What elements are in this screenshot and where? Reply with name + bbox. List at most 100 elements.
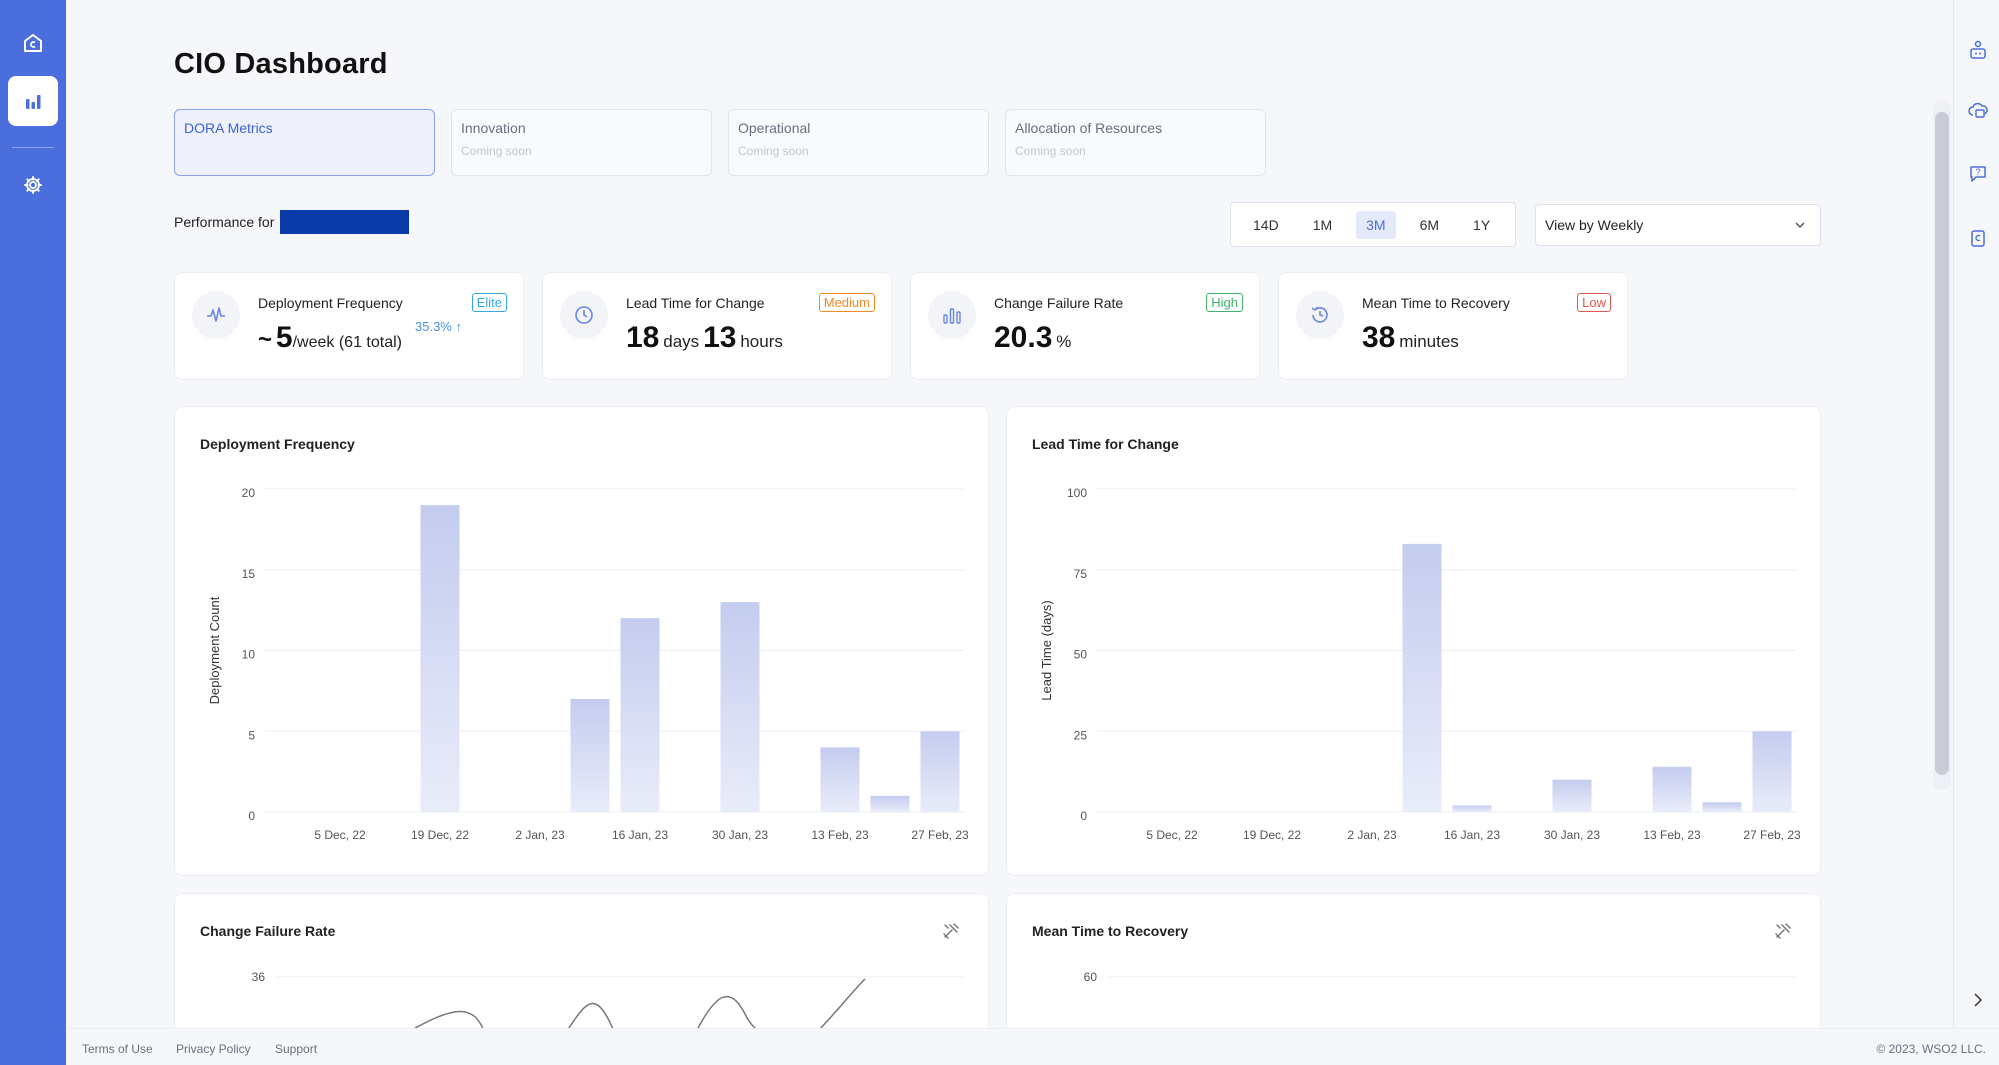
failure-rate-line: [406, 978, 866, 1032]
bar: [620, 618, 660, 812]
copyright: © 2023, WSO2 LLC.: [1876, 1042, 1986, 1056]
tab-innovation[interactable]: Innovation Coming soon: [451, 109, 712, 176]
expand-rail-button[interactable]: [1966, 988, 1990, 1012]
range-option-3m[interactable]: 3M: [1356, 210, 1396, 239]
trend-indicator: 35.3% ↑: [415, 319, 462, 334]
tab-operational[interactable]: Operational Coming soon: [728, 109, 989, 176]
chevron-right-icon: [1974, 993, 1983, 1007]
change-failure-rate-card: Change Failure Rate High 20.3 %: [910, 272, 1260, 380]
bar: [1702, 802, 1742, 812]
rail-docs-button[interactable]: [1966, 226, 1990, 250]
rail-help-button[interactable]: ?: [1966, 162, 1990, 186]
trend-value: 35.3%: [415, 319, 452, 334]
failure-rate-value: 20.3: [994, 321, 1053, 354]
metric-value: 38 minutes: [1362, 321, 1459, 355]
svg-text:?: ?: [1975, 167, 1980, 177]
support-link[interactable]: Support: [275, 1042, 318, 1056]
y-tick-label: 60: [1084, 970, 1098, 984]
lead-time-card: Lead Time for Change Medium 18 days 13 h…: [542, 272, 892, 380]
y-tick-label: 25: [1074, 728, 1088, 742]
y-axis-label: Deployment Count: [207, 596, 222, 704]
chevron-down-icon: [1795, 222, 1805, 229]
metric-value: 20.3 %: [994, 321, 1071, 355]
tab-label: DORA Metrics: [184, 120, 273, 136]
y-tick-label: 10: [242, 648, 256, 662]
bar-chart-icon: [26, 95, 41, 109]
privacy-link[interactable]: Privacy Policy: [176, 1042, 251, 1056]
rail-bot-button[interactable]: [1966, 38, 1990, 62]
tab-label: Allocation of Resources: [1015, 120, 1163, 136]
tab-sublabel: Coming soon: [461, 144, 532, 158]
tools-icon[interactable]: [1774, 922, 1792, 940]
days-unit: days: [663, 332, 700, 351]
x-tick-label: 16 Jan, 23: [1444, 828, 1500, 842]
lead-time-chart: 0 25 50 75 100 Lead Time (days) 5 Dec, 22 19 De…: [1039, 486, 1801, 842]
bar: [820, 747, 860, 812]
y-tick-label: 100: [1067, 486, 1087, 500]
metric-label: Change Failure Rate: [994, 295, 1124, 311]
clock-icon: [560, 291, 608, 339]
performance-badge: High: [1206, 293, 1243, 312]
tab-label: Innovation: [461, 120, 526, 136]
bar: [870, 795, 910, 812]
x-tick-label: 13 Feb, 23: [1643, 828, 1701, 842]
bar: [720, 602, 760, 812]
range-option-6m[interactable]: 6M: [1419, 216, 1440, 233]
category-tabs: DORA Metrics Innovation Coming soon Oper…: [174, 109, 1266, 176]
metric-label: Lead Time for Change: [626, 295, 765, 311]
x-tick-label: 27 Feb, 23: [1743, 828, 1801, 842]
deployment-unit: /week (61 total): [292, 334, 402, 351]
bar-chart-icon: [928, 291, 976, 339]
bar: [420, 505, 460, 812]
home-nav-button[interactable]: [8, 18, 58, 68]
help-chat-icon: ?: [1970, 166, 1986, 182]
bar: [1552, 779, 1592, 812]
change-failure-rate-panel: Change Failure Rate 36: [174, 893, 989, 1033]
terms-link[interactable]: Terms of Use: [82, 1042, 153, 1056]
mean-time-recovery-panel: Mean Time to Recovery 60: [1006, 893, 1821, 1033]
bar: [920, 731, 960, 812]
gear-icon: [24, 176, 42, 194]
bar: [1652, 766, 1692, 812]
bar: [1402, 543, 1442, 812]
view-by-dropdown[interactable]: View by Weekly: [1535, 204, 1821, 246]
redacted-team-selector[interactable]: [280, 210, 410, 234]
x-tick-label: 5 Dec, 22: [314, 828, 366, 842]
metric-value: ~ 5/week (61 total): [258, 321, 402, 355]
range-option-14d[interactable]: 14D: [1253, 216, 1279, 233]
x-tick-label: 19 Dec, 22: [411, 828, 469, 842]
x-tick-label: 13 Feb, 23: [811, 828, 869, 842]
range-option-1m[interactable]: 1M: [1312, 216, 1333, 233]
x-tick-label: 16 Jan, 23: [612, 828, 668, 842]
bar: [1752, 731, 1792, 812]
recovery-value: 38: [1362, 321, 1396, 354]
bar: [570, 698, 610, 812]
x-tick-label: 30 Jan, 23: [1544, 828, 1600, 842]
y-tick-label: 5: [248, 728, 255, 742]
y-tick-label: 20: [242, 486, 256, 500]
arrow-up-icon: ↑: [455, 319, 463, 334]
y-tick-label: 0: [1080, 809, 1087, 823]
right-rail: ?: [1953, 0, 1999, 1065]
performance-label: Performance for: [174, 214, 275, 230]
tab-sublabel: Coming soon: [738, 144, 809, 158]
settings-nav-button[interactable]: [8, 160, 58, 210]
mean-time-recovery-chart: 60: [1084, 970, 1797, 984]
rail-cloud-button[interactable]: [1966, 98, 1990, 122]
left-sidebar: [0, 0, 66, 1065]
scrollbar-thumb[interactable]: [1935, 112, 1949, 775]
range-option-1y[interactable]: 1Y: [1473, 216, 1491, 233]
tools-icon[interactable]: [942, 922, 960, 940]
deployment-frequency-panel: Deployment Frequency 0 5 10 15 20 Deployment …: [174, 406, 989, 876]
document-icon: [1971, 230, 1985, 247]
x-tick-label: 19 Dec, 22: [1243, 828, 1301, 842]
performance-badge: Low: [1577, 293, 1611, 312]
tab-dora-metrics[interactable]: DORA Metrics: [174, 109, 435, 176]
tab-allocation-of-resources[interactable]: Allocation of Resources Coming soon: [1005, 109, 1266, 176]
chart-title: Mean Time to Recovery: [1032, 923, 1189, 939]
deployment-frequency-chart: 0 5 10 15 20 Deployment Count 5 Dec, 22 19 Dec,…: [207, 486, 969, 842]
chart-title: Deployment Frequency: [200, 436, 355, 452]
main-content: CIO Dashboard DORA Metrics Innovation Co…: [66, 0, 1953, 1033]
dashboard-nav-button[interactable]: [8, 76, 58, 126]
tab-label: Operational: [738, 120, 811, 136]
